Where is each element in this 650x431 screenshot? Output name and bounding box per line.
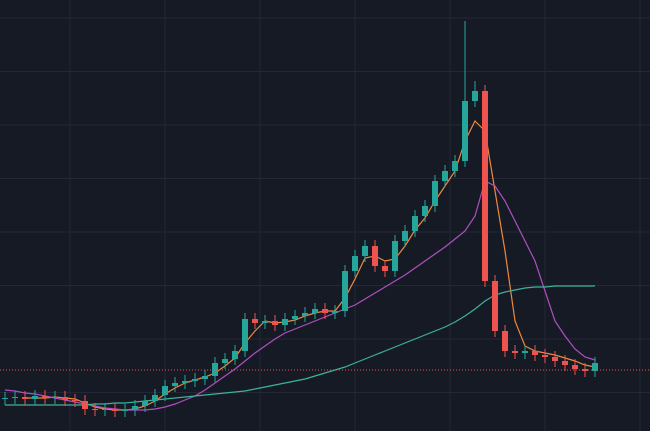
candle-body	[302, 313, 308, 316]
candle-body	[322, 309, 328, 313]
candle-body	[102, 409, 108, 410]
candle-body	[222, 359, 228, 363]
candle-body	[402, 231, 408, 241]
candle-body	[292, 316, 298, 319]
candle-body	[412, 216, 418, 231]
candle-body	[352, 256, 358, 271]
candle-body	[372, 246, 378, 266]
candle-body	[422, 206, 428, 216]
candle-body	[532, 351, 538, 355]
candle-body	[62, 397, 68, 400]
candle-body	[162, 386, 168, 395]
candle-body	[12, 397, 18, 398]
candle-body	[72, 400, 78, 401]
candle-body	[592, 363, 598, 371]
candle-body	[262, 321, 268, 323]
candle-body	[442, 171, 448, 181]
candle-body	[462, 101, 468, 161]
candle-body	[112, 409, 118, 411]
candle-body	[2, 398, 8, 399]
candle-body	[132, 406, 138, 410]
candle-body	[92, 409, 98, 410]
candle-body	[502, 331, 508, 351]
candle-body	[282, 319, 288, 325]
candle-body	[542, 355, 548, 357]
candle-body	[152, 395, 158, 401]
candle-body	[42, 396, 48, 398]
candle-body	[82, 401, 88, 409]
candle-body	[272, 321, 278, 325]
candle-body	[562, 361, 568, 365]
candle-body	[382, 266, 388, 271]
candle-body	[392, 241, 398, 271]
candle-body	[472, 91, 478, 101]
candle-body	[492, 281, 498, 331]
candle-body	[332, 311, 338, 313]
candle-body	[212, 363, 218, 376]
candle-body	[202, 376, 208, 379]
candle-body	[172, 383, 178, 386]
candle-body	[142, 401, 148, 406]
candle-body	[242, 319, 248, 351]
candle-body	[52, 397, 58, 398]
candle-body	[22, 397, 28, 399]
candle-body	[192, 379, 198, 381]
candle-body	[182, 381, 188, 383]
candle-body	[252, 319, 258, 323]
candle-body	[432, 181, 438, 206]
moving-average-line	[4, 180, 596, 411]
candle-body	[522, 351, 528, 353]
candle-body	[32, 396, 38, 399]
candle-body	[232, 351, 238, 359]
candle-body	[342, 271, 348, 311]
candle-body	[572, 365, 578, 369]
candle-body	[552, 357, 558, 361]
candle-body	[482, 91, 488, 281]
candle-body	[312, 309, 318, 313]
candle-body	[452, 161, 458, 171]
moving-average-line	[25, 119, 596, 411]
candle-body	[512, 351, 518, 353]
candle-body	[122, 410, 128, 411]
candle-body	[362, 246, 368, 256]
